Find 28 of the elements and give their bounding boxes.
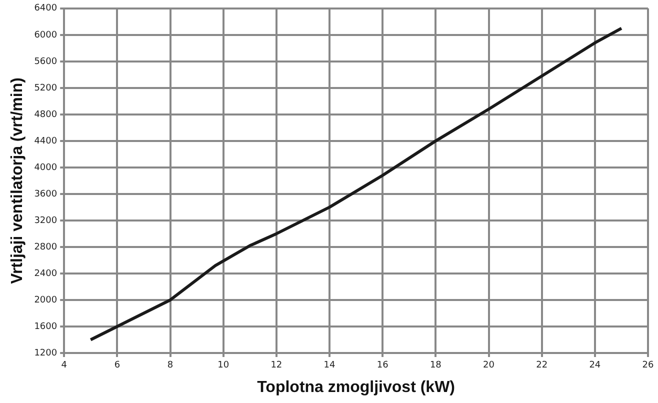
x-tick-label: 14 (324, 360, 336, 371)
x-tick-label: 6 (114, 360, 120, 371)
y-tick-label: 3600 (34, 189, 58, 200)
y-tick-label: 2000 (34, 295, 58, 306)
y-tick-label: 4400 (34, 136, 58, 146)
x-tick-label: 8 (167, 360, 174, 371)
y-tick-label: 4800 (34, 110, 58, 120)
x-tick-label: 20 (483, 360, 495, 371)
y-tick-label: 5200 (34, 83, 58, 94)
y-tick-label: 6400 (34, 4, 58, 14)
x-tick-label: 4 (61, 360, 68, 371)
x-tick-label: 22 (536, 360, 548, 371)
x-tick-label: 12 (270, 360, 282, 371)
y-tick-label: 1200 (34, 348, 58, 358)
y-axis-title: Vrtljaji ventilatorja (vrt/min) (9, 78, 26, 284)
x-tick-label: 10 (218, 360, 230, 371)
x-tick-label: 18 (430, 360, 442, 371)
y-tick-label: 5600 (34, 56, 58, 67)
y-tick-label: 2800 (34, 242, 58, 252)
y-tick-label: 6000 (34, 30, 58, 40)
x-tick-label: 16 (376, 360, 389, 371)
y-tick-label: 3200 (34, 216, 58, 226)
y-tick-label: 2400 (34, 268, 58, 279)
y-tick-label: 1600 (34, 322, 58, 332)
y-tick-label: 4000 (34, 162, 58, 173)
x-tick-label: 26 (642, 360, 654, 371)
x-tick-label: 24 (589, 360, 601, 371)
x-axis-title: Toplotna zmogljivost (kW) (257, 378, 456, 396)
